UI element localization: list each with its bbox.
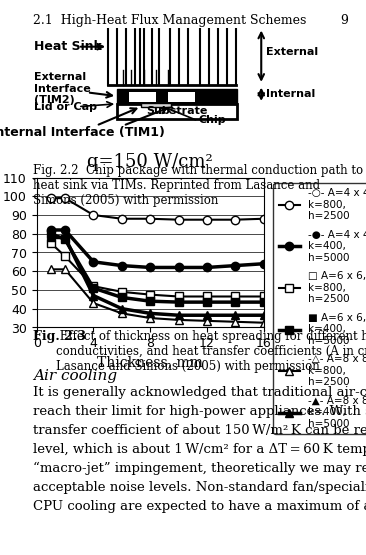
- -△- A=8 x 8,
k=800,
h=2500: [148, 315, 152, 321]
- -△- A=8 x 8,
k=800,
h=2500: [205, 317, 209, 324]
- ■ A=6 x 6,
k=400,
h=5000: [148, 298, 152, 305]
- ■ A=6 x 6,
k=400,
h=5000: [49, 230, 53, 237]
- -▲- A=8 x 8,
k=400,
h=5000: [176, 312, 180, 319]
- Bar: [117, 104, 237, 119]
- -○- A=4 x 4,
k=800,
h=2500: [176, 216, 180, 223]
- Line: ■ A=6 x 6,
k=400,
h=5000: ■ A=6 x 6, k=400, h=5000: [46, 230, 268, 306]
- Line: -○- A=4 x 4,
k=800,
h=2500: -○- A=4 x 4, k=800, h=2500: [46, 194, 268, 224]
- Text: Internal Interface (TIM1): Internal Interface (TIM1): [0, 126, 165, 139]
- ■ A=6 x 6,
k=400,
h=5000: [119, 294, 124, 301]
- Legend: -○- A=4 x 4,
k=800,
h=2500, -●- A=4 x 4,
k=400,
h=5000, □ A=6 x 6,
k=800,
h=2500: -○- A=4 x 4, k=800, h=2500, -●- A=4 x 4,…: [273, 183, 366, 434]
- Bar: [168, 93, 195, 102]
- -●- A=4 x 4,
k=400,
h=5000: [148, 264, 152, 271]
- □ A=6 x 6,
k=800,
h=2500: [49, 240, 53, 246]
- -▲- A=8 x 8,
k=400,
h=5000: [63, 234, 67, 241]
- □ A=6 x 6,
k=800,
h=2500: [205, 293, 209, 300]
- Text: Air cooling: Air cooling: [33, 369, 117, 383]
- -●- A=4 x 4,
k=400,
h=5000: [233, 263, 237, 269]
- Title: q=150 W/cm²: q=150 W/cm²: [87, 153, 213, 170]
- Line: -●- A=4 x 4,
k=400,
h=5000: -●- A=4 x 4, k=400, h=5000: [46, 226, 268, 272]
- Line: -▲- A=8 x 8,
k=400,
h=5000: -▲- A=8 x 8, k=400, h=5000: [46, 233, 268, 320]
- Text: External
Interface
(TIM2): External Interface (TIM2): [34, 72, 91, 105]
- Text: Fig. 2.2  Chip package with thermal conduction path to heat sink via TIMs. Repri: Fig. 2.2 Chip package with thermal condu…: [33, 164, 363, 206]
- -△- A=8 x 8,
k=800,
h=2500: [119, 310, 124, 317]
- ■ A=6 x 6,
k=400,
h=5000: [261, 299, 266, 305]
- Text: Heat Sink: Heat Sink: [34, 41, 102, 53]
- Bar: [141, 103, 171, 107]
- X-axis label: Thickness, mm: Thickness, mm: [97, 356, 203, 370]
- -●- A=4 x 4,
k=400,
h=5000: [63, 227, 67, 234]
- -○- A=4 x 4,
k=800,
h=2500: [148, 215, 152, 222]
- Line: -△- A=8 x 8,
k=800,
h=2500: -△- A=8 x 8, k=800, h=2500: [46, 265, 268, 327]
- -▲- A=8 x 8,
k=400,
h=5000: [233, 312, 237, 319]
- Text: 9: 9: [340, 14, 348, 27]
- -●- A=4 x 4,
k=400,
h=5000: [49, 227, 53, 234]
- -△- A=8 x 8,
k=800,
h=2500: [63, 266, 67, 273]
- -△- A=8 x 8,
k=800,
h=2500: [261, 320, 266, 326]
- □ A=6 x 6,
k=800,
h=2500: [261, 293, 266, 300]
- -●- A=4 x 4,
k=400,
h=5000: [261, 260, 266, 267]
- -○- A=4 x 4,
k=800,
h=2500: [49, 195, 53, 201]
- -△- A=8 x 8,
k=800,
h=2500: [233, 319, 237, 325]
- □ A=6 x 6,
k=800,
h=2500: [233, 293, 237, 300]
- -○- A=4 x 4,
k=800,
h=2500: [233, 216, 237, 223]
- Text: It is generally acknowledged that traditional air-cooling techniques are about t: It is generally acknowledged that tradit…: [33, 386, 366, 513]
- Bar: [117, 89, 237, 104]
- -●- A=4 x 4,
k=400,
h=5000: [91, 259, 96, 265]
- □ A=6 x 6,
k=800,
h=2500: [176, 293, 180, 300]
- -▲- A=8 x 8,
k=400,
h=5000: [91, 292, 96, 299]
- -○- A=4 x 4,
k=800,
h=2500: [63, 195, 67, 201]
- -▲- A=8 x 8,
k=400,
h=5000: [119, 305, 124, 312]
- ■ A=6 x 6,
k=400,
h=5000: [176, 299, 180, 305]
- ■ A=6 x 6,
k=400,
h=5000: [63, 236, 67, 243]
- -●- A=4 x 4,
k=400,
h=5000: [205, 264, 209, 271]
- ■ A=6 x 6,
k=400,
h=5000: [91, 285, 96, 291]
- Text: Chip: Chip: [198, 115, 225, 125]
- □ A=6 x 6,
k=800,
h=2500: [148, 291, 152, 298]
- Text: Fig. 2.3: Fig. 2.3: [33, 330, 86, 343]
- □ A=6 x 6,
k=800,
h=2500: [91, 283, 96, 290]
- -▲- A=8 x 8,
k=400,
h=5000: [148, 310, 152, 317]
- -▲- A=8 x 8,
k=400,
h=5000: [261, 312, 266, 319]
- -○- A=4 x 4,
k=800,
h=2500: [205, 216, 209, 223]
- □ A=6 x 6,
k=800,
h=2500: [63, 253, 67, 260]
- Text: External: External: [265, 48, 318, 58]
- Text: Substrate: Substrate: [146, 107, 208, 117]
- -○- A=4 x 4,
k=800,
h=2500: [91, 212, 96, 219]
- -○- A=4 x 4,
k=800,
h=2500: [119, 215, 124, 222]
- Text: Lid or Cap: Lid or Cap: [34, 102, 97, 112]
- Text: 2.1  High-Heat Flux Management Schemes: 2.1 High-Heat Flux Management Schemes: [33, 14, 306, 27]
- □ A=6 x 6,
k=800,
h=2500: [119, 289, 124, 295]
- ■ A=6 x 6,
k=400,
h=5000: [205, 299, 209, 305]
- ■ A=6 x 6,
k=400,
h=5000: [233, 299, 237, 305]
- Line: □ A=6 x 6,
k=800,
h=2500: □ A=6 x 6, k=800, h=2500: [46, 239, 268, 301]
- -△- A=8 x 8,
k=800,
h=2500: [176, 316, 180, 323]
- -●- A=4 x 4,
k=400,
h=5000: [119, 263, 124, 269]
- -▲- A=8 x 8,
k=400,
h=5000: [49, 234, 53, 241]
- -△- A=8 x 8,
k=800,
h=2500: [91, 300, 96, 306]
- -○- A=4 x 4,
k=800,
h=2500: [261, 215, 266, 222]
- -●- A=4 x 4,
k=400,
h=5000: [176, 264, 180, 271]
- -△- A=8 x 8,
k=800,
h=2500: [49, 266, 53, 273]
- Bar: [129, 93, 156, 102]
- -▲- A=8 x 8,
k=400,
h=5000: [205, 312, 209, 319]
- Text: Internal: Internal: [265, 89, 315, 99]
- Text: Effect of thickness on heat spreading for different heat source areas, material : Effect of thickness on heat spreading fo…: [56, 330, 366, 373]
